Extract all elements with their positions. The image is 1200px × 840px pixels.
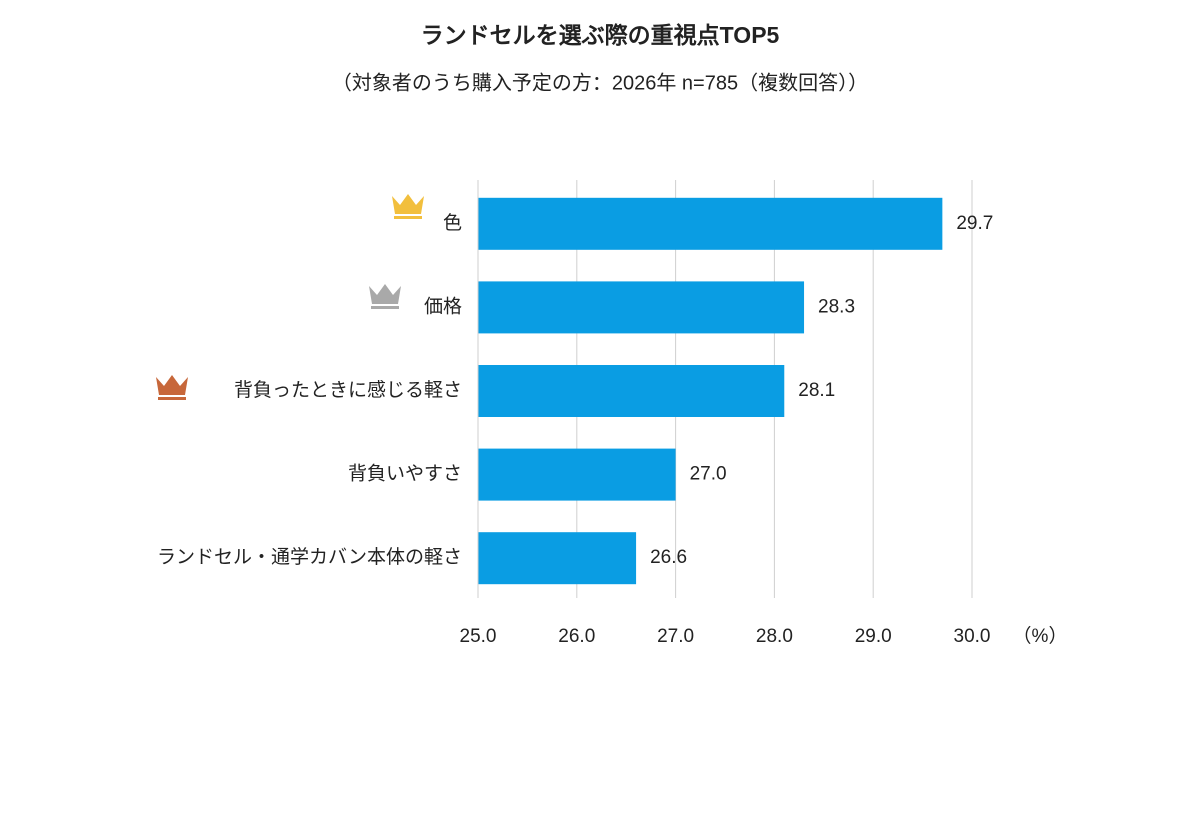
y-tick-label: 価格 [424, 295, 462, 317]
x-tick-label: 26.0 [558, 626, 595, 647]
x-tick-label: 28.0 [756, 626, 793, 647]
x-tick-label: 25.0 [460, 626, 497, 647]
bar [478, 448, 676, 501]
value-label: 28.1 [798, 380, 835, 401]
y-tick-label: ランドセル・通学カバン本体の軽さ [157, 546, 462, 568]
bar [478, 365, 785, 417]
crown-silver [369, 284, 401, 309]
y-tick-label: 背負ったときに感じる軽さ [234, 379, 462, 401]
bar [478, 281, 805, 334]
y-tick-label: 色 [443, 212, 462, 234]
value-label: 29.7 [956, 213, 993, 234]
value-label: 28.3 [818, 296, 855, 317]
x-tick-label: 29.0 [855, 626, 892, 647]
x-unit-label: （%） [1013, 625, 1068, 647]
bar [478, 532, 637, 585]
y-tick-label: 背負いやすさ [348, 463, 462, 485]
chart-subtitle: （対象者のうち購入予定の方：2026年 n=785（複数回答）） [332, 71, 868, 94]
x-tick-label: 30.0 [954, 626, 991, 647]
crown-bronze [156, 375, 188, 400]
value-label: 27.0 [690, 464, 727, 485]
crown-gold [392, 194, 424, 219]
chart-title: ランドセルを選ぶ際の重視点TOP5 [421, 22, 780, 48]
value-label: 26.6 [650, 547, 687, 568]
x-tick-label: 27.0 [657, 626, 694, 647]
bar [478, 197, 943, 250]
